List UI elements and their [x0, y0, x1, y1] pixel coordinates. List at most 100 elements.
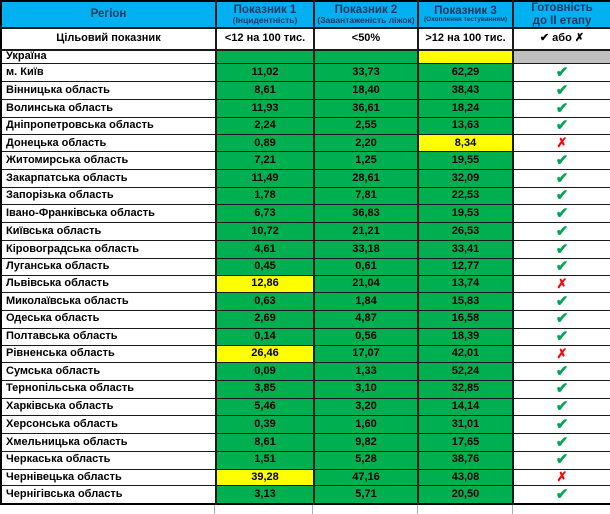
column-header-indicator1-subtitle: (Інцидентність) [232, 15, 298, 26]
indicator2-cell: 3,10 [313, 379, 419, 399]
indicator2-cell: 47,16 [313, 468, 419, 487]
readiness-mark-icon: ✔ [555, 485, 569, 503]
table-row: Львівська область 12,86 21,04 13,74 ✗ [0, 275, 610, 294]
region-cell: Житомирська область [0, 151, 217, 170]
column-header-readiness-line2: до II етапу [532, 14, 592, 27]
indicator1-cell: 0,39 [215, 415, 315, 434]
indicator3-cell [417, 49, 514, 65]
indicator1-cell: 3,13 [215, 485, 315, 505]
region-cell: Сумська область [0, 362, 217, 381]
column-header-indicator3-subtitle: (Охоплення тестуванням) [423, 16, 508, 24]
indicator3-cell: 43,08 [417, 468, 514, 487]
indicator2-cell: 7,81 [313, 186, 419, 206]
readiness-mark-icon: ✔ [555, 258, 569, 276]
region-cell: Хмельницька область [0, 433, 217, 452]
target-readiness-value: ✔ або ✗ [512, 27, 610, 51]
readiness-cell: ✔ [512, 222, 610, 241]
column-header-indicator2-subtitle: (Завантаженість ліжок) [317, 15, 415, 26]
readiness-mark-icon: ✔ [555, 205, 569, 222]
indicator3-cell: 18,39 [417, 327, 514, 347]
indicator1-cell: 10,72 [215, 222, 315, 241]
indicator1-cell: 1,51 [215, 450, 315, 470]
indicator3-cell: 32,85 [417, 379, 514, 399]
readiness-mark-icon: ✔ [555, 380, 569, 398]
region-cell: Херсонська область [0, 415, 217, 434]
readiness-cell: ✔ [512, 204, 610, 224]
table-row: Запорізька область 1,78 7,81 22,53 ✔ [0, 186, 610, 206]
readiness-cell: ✔ [512, 81, 610, 100]
table-row: Тернопільська область 3,85 3,10 32,85 ✔ [0, 379, 610, 399]
readiness-mark-icon: ✔ [555, 451, 569, 469]
indicator1-cell: 0,09 [215, 362, 315, 381]
target-indicator3-value: >12 на 100 тис. [417, 27, 514, 51]
readiness-mark-icon: ✔ [555, 222, 569, 240]
indicator1-cell: 2,24 [215, 116, 315, 136]
indicator3-cell: 17,65 [417, 433, 514, 452]
indicator1-cell: 11,93 [215, 98, 315, 118]
indicator3-cell: 62,29 [417, 63, 514, 83]
indicator2-cell: 21,21 [313, 222, 419, 241]
indicator2-cell: 1,84 [313, 292, 419, 311]
readiness-cell: ✔ [512, 292, 610, 311]
target-indicator1-value: <12 на 100 тис. [215, 27, 315, 51]
readiness-mark-icon: ✔ [555, 99, 569, 117]
table-row: Херсонська область 0,39 1,60 31,01 ✔ [0, 415, 610, 434]
cutoff-cell [418, 505, 514, 514]
indicator3-cell: 15,83 [417, 292, 514, 311]
indicator1-cell: 12,86 [215, 275, 315, 294]
readiness-cell: ✔ [512, 257, 610, 277]
indicator1-cell: 0,89 [215, 134, 315, 153]
region-cell: Миколаївська область [0, 292, 217, 311]
indicator1-cell: 11,49 [215, 168, 315, 188]
readiness-mark-icon: ✗ [556, 275, 568, 291]
region-cell: Львівська область [0, 275, 217, 294]
table-row: Полтавська область 0,14 0,56 18,39 ✔ [0, 327, 610, 347]
readiness-mark-icon: ✔ [555, 169, 569, 187]
indicator3-cell: 19,53 [417, 204, 514, 224]
readiness-cell: ✔ [512, 239, 610, 259]
readiness-mark-icon: ✔ [555, 81, 569, 99]
readiness-cell [512, 49, 610, 65]
indicator2-cell: 33,18 [313, 239, 419, 259]
region-cell: Чернігівська область [0, 485, 217, 505]
column-header-readiness: Готовність до II етапу [512, 0, 610, 29]
readiness-mark-icon: ✔ [555, 240, 569, 258]
region-cell: Дніпропетровська область [0, 116, 217, 136]
indicator2-cell: 9,82 [313, 433, 419, 452]
region-cell: Одеська область [0, 309, 217, 329]
table-row: м. Київ 11,02 33,73 62,29 ✔ [0, 63, 610, 83]
readiness-mark-icon: ✔ [555, 310, 569, 328]
indicator1-cell [215, 49, 315, 65]
indicator2-cell: 33,73 [313, 63, 419, 83]
readiness-cell: ✗ [512, 468, 610, 487]
readiness-mark-icon: ✔ [555, 433, 569, 451]
table-row: Луганська область 0,45 0,61 12,77 ✔ [0, 257, 610, 277]
readiness-cell: ✔ [512, 151, 610, 170]
readiness-cell: ✔ [512, 362, 610, 381]
readiness-mark-icon: ✔ [555, 187, 569, 205]
indicator3-cell: 8,34 [417, 134, 514, 153]
readiness-cell: ✔ [512, 450, 610, 470]
readiness-cell: ✗ [512, 275, 610, 294]
indicator3-cell: 13,74 [417, 275, 514, 294]
table-row: Закарпатська область 11,49 28,61 32,09 ✔ [0, 168, 610, 188]
readiness-mark-icon: ✗ [556, 469, 568, 485]
column-header-region-label: Регіон [90, 8, 127, 21]
indicator2-cell: 17,07 [313, 345, 419, 363]
indicator3-cell: 42,01 [417, 345, 514, 363]
table-row: Івано-Франківська область 6,73 36,83 19,… [0, 204, 610, 224]
target-row-label: Цільовий показник [0, 27, 217, 51]
table-row: Сумська область 0,09 1,33 52,24 ✔ [0, 362, 610, 381]
indicator2-cell: 1,33 [313, 362, 419, 381]
table-row: Житомирська область 7,21 1,25 19,55 ✔ [0, 151, 610, 170]
readiness-cell: ✗ [512, 345, 610, 363]
indicator3-cell: 14,14 [417, 397, 514, 417]
indicator3-cell: 32,09 [417, 168, 514, 188]
region-cell: Полтавська область [0, 327, 217, 347]
indicator2-cell: 36,61 [313, 98, 419, 118]
indicator2-cell [313, 49, 419, 65]
indicator1-cell: 8,61 [215, 433, 315, 452]
indicator1-cell: 26,46 [215, 345, 315, 363]
indicator2-cell: 36,83 [313, 204, 419, 224]
